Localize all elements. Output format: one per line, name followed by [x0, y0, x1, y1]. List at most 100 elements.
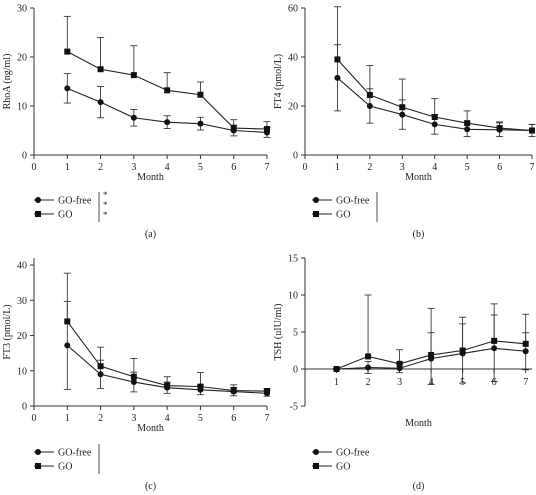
legend: GO-free GO	[312, 192, 378, 222]
legend-marker	[313, 197, 319, 203]
x-tick-label: 0	[303, 162, 308, 173]
series-go	[333, 6, 536, 134]
data-point	[64, 85, 71, 92]
data-point	[264, 388, 270, 395]
data-point	[333, 366, 340, 372]
data-point	[529, 127, 535, 134]
x-tick-label: 6	[231, 162, 236, 173]
x-tick-label: 4	[165, 413, 170, 424]
panel-c: 0 10 20 30 40 0 1 2 3 4 5 6 7 Month FT3 (pmol/L) GO-fre…	[2, 258, 271, 492]
x-axis-label: Month	[405, 172, 432, 183]
x-tick-label: 6	[231, 413, 236, 424]
significance-star: *	[103, 210, 108, 220]
legend-marker	[35, 211, 41, 217]
series-go	[63, 272, 271, 395]
y-tick-label: 40	[17, 261, 27, 272]
data-point	[97, 99, 104, 106]
y-tick-label: 0	[22, 151, 27, 162]
panel-label: (b)	[413, 229, 425, 240]
legend-marker	[313, 449, 319, 455]
data-point	[396, 360, 403, 367]
data-point	[522, 340, 529, 347]
y-tick-label: 10	[288, 291, 298, 302]
y-tick-label: 10	[17, 366, 27, 377]
x-tick-label: 3	[131, 162, 136, 173]
x-tick-label: 7	[523, 377, 528, 388]
series-go	[63, 15, 271, 133]
x-tick-label: 1	[335, 162, 340, 173]
x-axis-label: Month	[405, 418, 432, 429]
y-tick-label: 20	[17, 331, 27, 342]
legend-marker	[35, 449, 41, 455]
data-point	[64, 48, 71, 55]
legend-label: GO-free	[58, 196, 92, 207]
x-tick-label: 5	[198, 162, 203, 173]
y-tick-label: 30	[17, 4, 27, 15]
x-tick-label: 1	[65, 413, 70, 424]
legend-marker	[313, 211, 319, 217]
legend-label: GO-free	[336, 448, 370, 459]
data-point	[365, 364, 372, 371]
x-tick-label: 2	[367, 162, 372, 173]
y-axis-label: TSH (uIU/ml)	[273, 304, 284, 361]
legend-marker	[313, 463, 319, 469]
y-tick-label: 0	[293, 151, 298, 162]
x-tick-label: 1	[334, 377, 339, 388]
panel-label: (c)	[145, 481, 156, 492]
y-axis-label: FT4 (pmol/L)	[273, 54, 284, 109]
x-tick-label: 1	[65, 162, 70, 173]
y-tick-label: 40	[288, 53, 298, 64]
y-axis-label: RhoA (ng/ml)	[2, 54, 13, 110]
y-tick-label: 5	[293, 328, 298, 339]
significance-label: * * *	[103, 190, 108, 220]
data-point	[97, 363, 104, 370]
x-tick-label: 7	[265, 162, 270, 173]
significance-star: *	[103, 190, 108, 200]
data-point	[334, 56, 341, 63]
data-point	[366, 91, 373, 98]
data-point	[64, 342, 71, 349]
data-point	[97, 66, 104, 73]
data-point	[164, 382, 171, 389]
legend-label: GO	[58, 210, 72, 221]
data-point	[365, 353, 372, 360]
y-tick-label: 60	[288, 4, 298, 15]
data-point	[164, 119, 171, 126]
x-tick-label: 6	[497, 162, 502, 173]
data-point	[399, 104, 406, 111]
data-point	[399, 111, 406, 118]
y-axis-label: FT3 (pmol/L)	[2, 304, 13, 359]
data-point	[264, 126, 270, 133]
data-point	[491, 345, 498, 352]
y-tick-label: -5	[290, 402, 298, 413]
data-point	[197, 383, 204, 390]
panel-label: (a)	[145, 229, 156, 240]
series-go-free	[333, 44, 536, 138]
data-point	[197, 91, 204, 98]
legend-label: GO-free	[336, 196, 370, 207]
data-point	[459, 347, 466, 354]
x-tick-label: 4	[432, 162, 437, 173]
legend: GO-free GO	[312, 448, 370, 473]
x-tick-label: 5	[198, 413, 203, 424]
data-point	[197, 120, 204, 127]
data-point	[522, 348, 529, 355]
y-tick-label: 0	[22, 402, 27, 413]
x-tick-label: 6	[492, 377, 497, 388]
legend: GO-free GO	[34, 444, 100, 474]
y-tick-label: 30	[17, 296, 27, 307]
y-tick-label: 0	[293, 365, 298, 376]
legend-marker	[35, 463, 41, 469]
data-point	[97, 371, 104, 378]
legend-label: GO	[336, 462, 350, 473]
data-point	[366, 103, 373, 109]
significance-star: *	[103, 200, 108, 210]
data-point	[130, 373, 137, 380]
data-point	[428, 351, 435, 358]
panel-label: (d)	[413, 481, 425, 492]
data-point	[334, 74, 341, 81]
data-point	[431, 121, 438, 128]
